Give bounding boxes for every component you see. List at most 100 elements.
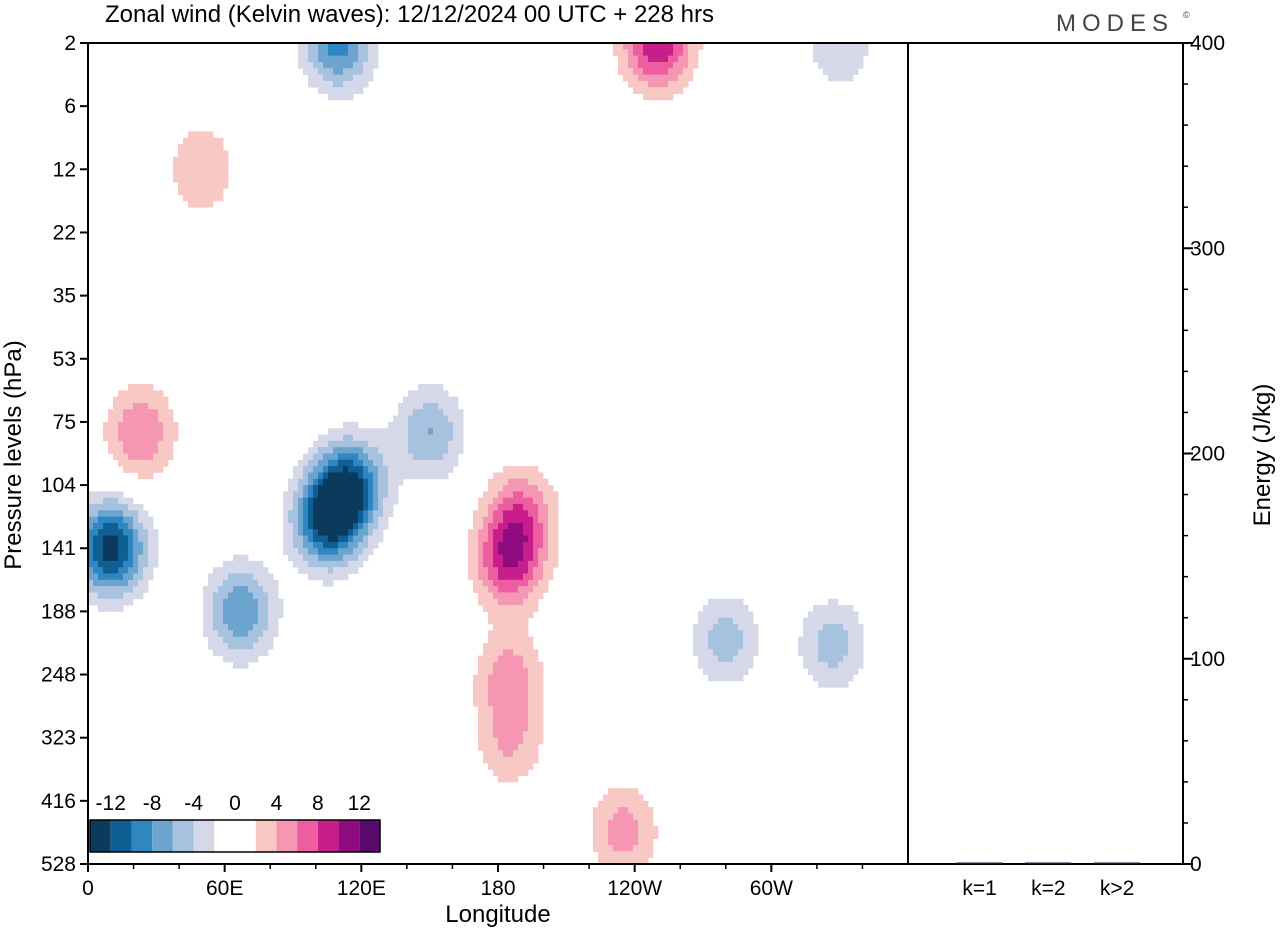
heatmap-cell: [368, 434, 374, 442]
heatmap-cell: [243, 649, 249, 656]
heatmap-cell: [398, 466, 404, 473]
heatmap-cell: [253, 624, 259, 631]
heatmap-cell: [688, 55, 694, 63]
heatmap-cell: [638, 61, 644, 69]
heatmap-cell: [343, 472, 349, 480]
heatmap-cell: [728, 649, 734, 656]
heatmap-cell: [528, 491, 534, 499]
heatmap-cell: [348, 49, 354, 57]
heatmap-cell: [263, 579, 269, 587]
heatmap-cell: [313, 55, 319, 63]
heatmap-cell: [643, 87, 649, 94]
heatmap-cell: [548, 485, 554, 492]
heatmap-cell: [843, 661, 849, 669]
heatmap-cell: [378, 504, 384, 511]
heatmap-cell: [638, 80, 644, 88]
heatmap-cell: [363, 434, 369, 442]
heatmap-cell: [403, 472, 409, 480]
heatmap-cell: [103, 428, 109, 435]
heatmap-cell: [613, 788, 619, 795]
heatmap-cell: [433, 390, 439, 398]
heatmap-cell: [618, 832, 624, 840]
heatmap-cell: [533, 485, 539, 492]
heatmap-cell: [148, 390, 154, 398]
heatmap-cell: [98, 522, 104, 530]
heatmap-cell: [128, 466, 134, 473]
heatmap-cell: [238, 592, 244, 600]
heatmap-cell: [418, 447, 424, 454]
heatmap-cell: [328, 497, 334, 505]
heatmap-cell: [523, 750, 529, 758]
heatmap-cell: [333, 529, 339, 536]
heatmap-cell: [848, 649, 854, 656]
heatmap-cell: [443, 409, 449, 417]
heatmap-cell: [228, 624, 234, 631]
heatmap-cell: [713, 649, 719, 656]
heatmap-cell: [418, 396, 424, 404]
heatmap-cell: [348, 522, 354, 530]
heatmap-cell: [593, 838, 599, 846]
heatmap-cell: [803, 624, 809, 631]
heatmap-cell: [353, 74, 359, 82]
heatmap-cell: [323, 447, 329, 454]
heatmap-cell: [288, 535, 294, 543]
heatmap-cell: [713, 605, 719, 612]
heatmap-cell: [438, 402, 444, 410]
heatmap-cell: [848, 642, 854, 650]
heatmap-cell: [318, 522, 324, 530]
heatmap-cell: [368, 459, 374, 467]
heatmap-cell: [148, 396, 154, 404]
heatmap-cell: [523, 624, 529, 631]
heatmap-cell: [813, 49, 819, 57]
heatmap-cell: [368, 453, 374, 461]
heatmap-cell: [513, 674, 519, 682]
heatmap-cell: [818, 661, 824, 669]
heatmap-cell: [128, 409, 134, 417]
heatmap-cell: [448, 428, 454, 435]
heatmap-cell: [848, 611, 854, 619]
heatmap-cell: [433, 415, 439, 423]
heatmap-cell: [488, 522, 494, 530]
heatmap-cell: [823, 605, 829, 612]
heatmap-cell: [823, 680, 829, 688]
heatmap-cell: [148, 428, 154, 435]
heatmap-cell: [373, 55, 379, 63]
heatmap-cell: [498, 573, 504, 581]
heatmap-cell: [488, 592, 494, 600]
heatmap-cell: [143, 548, 149, 555]
heatmap-cell: [153, 466, 159, 473]
heatmap-cell: [408, 466, 414, 473]
heatmap-cell: [388, 421, 394, 429]
heatmap-cell: [183, 188, 189, 195]
heatmap-cell: [723, 598, 729, 606]
heatmap-cell: [658, 80, 664, 88]
heatmap-cell: [338, 440, 344, 448]
heatmap-cell: [823, 649, 829, 656]
heatmap-cell: [353, 522, 359, 530]
heatmap-cell: [133, 415, 139, 423]
heatmap-cell: [733, 598, 739, 606]
heatmap-cell: [498, 674, 504, 682]
heatmap-cell: [843, 49, 849, 57]
heatmap-cell: [363, 535, 369, 543]
heatmap-cell: [418, 466, 424, 473]
heatmap-cell: [323, 573, 329, 581]
heatmap-cell: [738, 611, 744, 619]
heatmap-cell: [353, 485, 359, 492]
heatmap-cell: [343, 421, 349, 429]
heatmap-cell: [138, 421, 144, 429]
heatmap-cell: [353, 491, 359, 499]
heatmap-cell: [753, 642, 759, 650]
heatmap-cell: [753, 624, 759, 631]
heatmap-cell: [308, 80, 314, 88]
heatmap-cell: [323, 68, 329, 75]
heatmap-cell: [673, 61, 679, 69]
heatmap-cell: [368, 548, 374, 555]
heatmap-cell: [123, 497, 129, 505]
heatmap-cell: [383, 440, 389, 448]
heatmap-cell: [818, 49, 824, 57]
heatmap-cell: [828, 74, 834, 82]
energy-category-label: k>2: [1100, 877, 1134, 900]
heatmap-cell: [113, 409, 119, 417]
heatmap-cell: [493, 630, 499, 638]
